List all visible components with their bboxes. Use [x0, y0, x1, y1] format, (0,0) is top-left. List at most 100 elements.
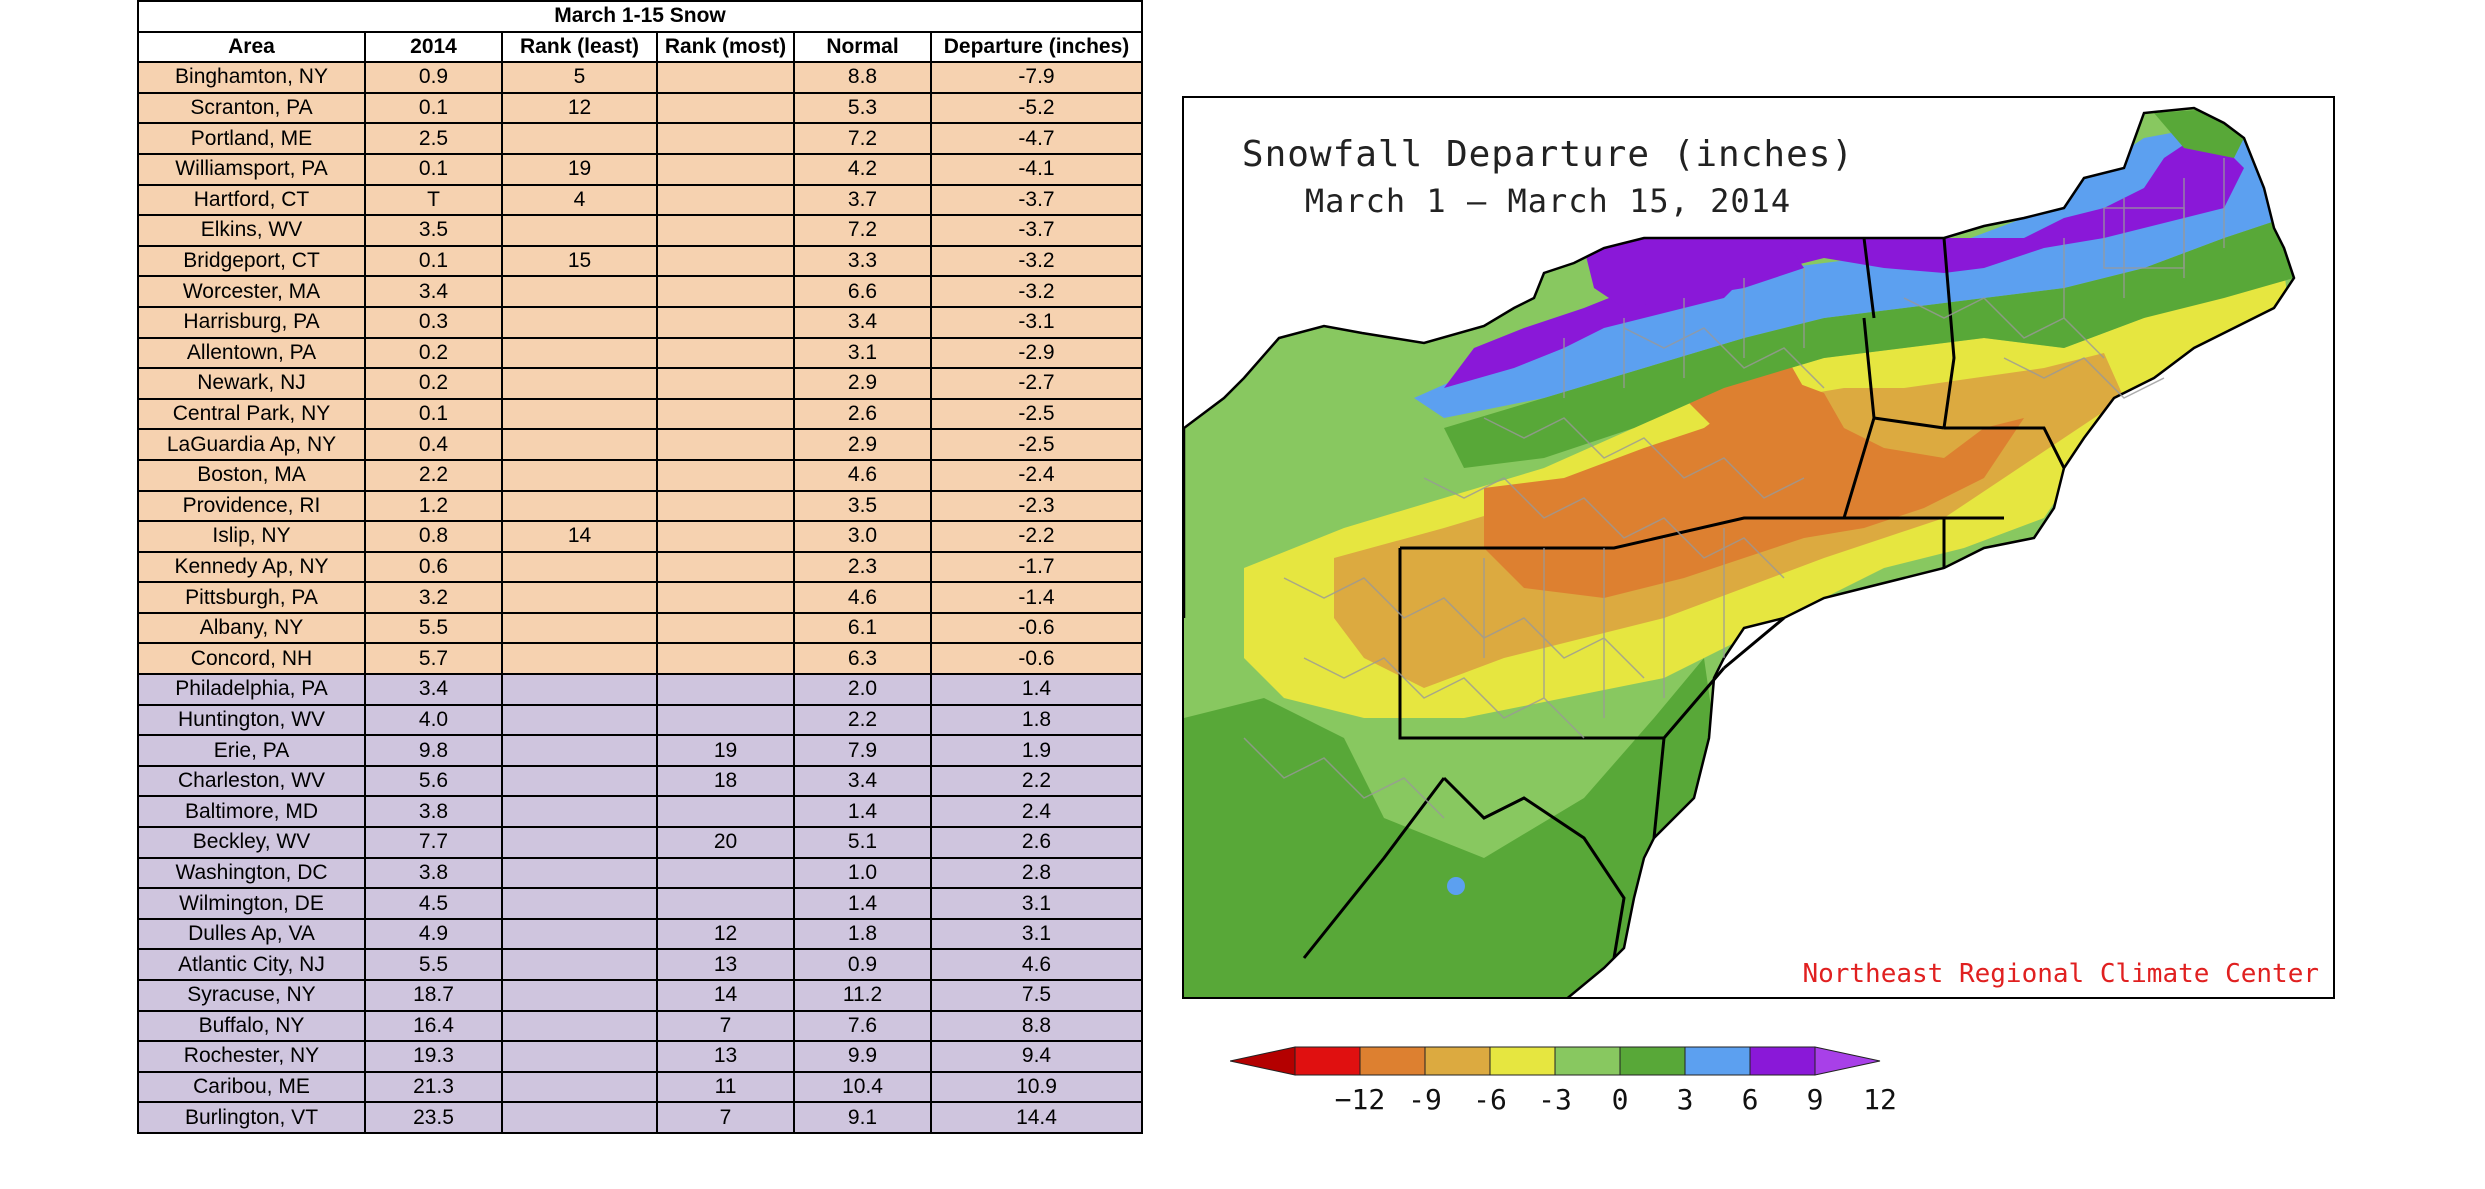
rank-least-cell — [501, 642, 658, 676]
value-2014-cell: 4.5 — [364, 887, 503, 920]
rank-least-cell — [501, 305, 658, 339]
rank-least-cell — [501, 489, 658, 523]
table-row: Syracuse, NY 18.7 14 11.2 7.5 — [137, 979, 1143, 1012]
value-2014-cell: 0.2 — [364, 336, 503, 370]
normal-cell: 3.7 — [793, 183, 932, 217]
area-cell: Portland, ME — [137, 122, 366, 155]
rank-most-cell: 14 — [656, 979, 795, 1012]
rank-least-cell — [501, 428, 658, 461]
table-row: Newark, NJ 0.2 2.9 -2.7 — [137, 367, 1143, 400]
departure-cell: -3.1 — [930, 305, 1143, 339]
map-credit: Northeast Regional Climate Center — [1802, 959, 2319, 989]
value-2014-cell: 2.2 — [364, 458, 503, 492]
rank-most-cell — [656, 795, 795, 829]
rank-least-cell — [501, 122, 658, 155]
table-row: Bridgeport, CT 0.1 15 3.3 -3.2 — [137, 244, 1143, 278]
normal-cell: 0.9 — [793, 948, 932, 981]
normal-cell: 7.9 — [793, 734, 932, 767]
rank-least-cell — [501, 703, 658, 737]
table-row: Burlington, VT 23.5 7 9.1 14.4 — [137, 1101, 1143, 1134]
area-cell: LaGuardia Ap, NY — [137, 428, 366, 461]
snowfall-table: March 1-15 Snow Area 2014 Rank (least) R… — [137, 0, 1143, 1134]
value-2014-cell: 0.1 — [364, 397, 503, 431]
normal-cell: 6.1 — [793, 611, 932, 645]
table-row: Charleston, WV 5.6 18 3.4 2.2 — [137, 764, 1143, 798]
normal-cell: 2.3 — [793, 550, 932, 584]
departure-cell: 3.1 — [930, 917, 1143, 951]
rank-most-cell: 13 — [656, 1040, 795, 1073]
area-cell: Islip, NY — [137, 520, 366, 553]
rank-least-cell — [501, 764, 658, 798]
rank-least-cell — [501, 673, 658, 706]
rank-most-cell — [656, 611, 795, 645]
departure-cell: -5.2 — [930, 91, 1143, 125]
normal-cell: 2.9 — [793, 428, 932, 461]
header-rank-most: Rank (most) — [656, 30, 795, 64]
normal-cell: 1.4 — [793, 795, 932, 829]
normal-cell: 3.1 — [793, 336, 932, 370]
rank-least-cell — [501, 581, 658, 614]
area-cell: Dulles Ap, VA — [137, 917, 366, 951]
rank-most-cell: 7 — [656, 1009, 795, 1043]
rank-least-cell — [501, 367, 658, 400]
value-2014-cell: 0.1 — [364, 152, 503, 186]
table-title: March 1-15 Snow — [137, 0, 1143, 33]
rank-most-cell — [656, 305, 795, 339]
departure-cell: -3.7 — [930, 183, 1143, 217]
rank-most-cell: 11 — [656, 1070, 795, 1104]
normal-cell: 4.2 — [793, 152, 932, 186]
value-2014-cell: T — [364, 183, 503, 217]
departure-cell: 8.8 — [930, 1009, 1143, 1043]
value-2014-cell: 16.4 — [364, 1009, 503, 1043]
normal-cell: 5.3 — [793, 91, 932, 125]
area-cell: Harrisburg, PA — [137, 305, 366, 339]
rank-most-cell — [656, 61, 795, 94]
table-row: Williamsport, PA 0.1 19 4.2 -4.1 — [137, 152, 1143, 186]
header-2014: 2014 — [364, 30, 503, 64]
departure-cell: 10.9 — [930, 1070, 1143, 1104]
header-area: Area — [137, 30, 366, 64]
rank-most-cell — [656, 673, 795, 706]
table-row: Hartford, CT T 4 3.7 -3.7 — [137, 183, 1143, 217]
area-cell: Huntington, WV — [137, 703, 366, 737]
rank-least-cell: 15 — [501, 244, 658, 278]
value-2014-cell: 23.5 — [364, 1101, 503, 1134]
departure-cell: -4.1 — [930, 152, 1143, 186]
departure-cell: -7.9 — [930, 61, 1143, 94]
normal-cell: 1.4 — [793, 887, 932, 920]
normal-cell: 3.4 — [793, 764, 932, 798]
rank-least-cell — [501, 734, 658, 767]
area-cell: Kennedy Ap, NY — [137, 550, 366, 584]
legend-swatch — [1294, 1046, 1361, 1076]
area-cell: Scranton, PA — [137, 91, 366, 125]
area-cell: Atlantic City, NJ — [137, 948, 366, 981]
area-cell: Elkins, WV — [137, 214, 366, 247]
legend-label: -6 — [1473, 1083, 1507, 1116]
header-normal: Normal — [793, 30, 932, 64]
header-rank-least: Rank (least) — [501, 30, 658, 64]
table-row: Boston, MA 2.2 4.6 -2.4 — [137, 458, 1143, 492]
value-2014-cell: 21.3 — [364, 1070, 503, 1104]
table-row: Wilmington, DE 4.5 1.4 3.1 — [137, 887, 1143, 920]
value-2014-cell: 0.4 — [364, 428, 503, 461]
table-row: Elkins, WV 3.5 7.2 -3.7 — [137, 214, 1143, 247]
legend-color-bar — [1230, 1046, 1881, 1076]
rank-most-cell — [656, 122, 795, 155]
area-cell: Central Park, NY — [137, 397, 366, 431]
value-2014-cell: 0.9 — [364, 61, 503, 94]
value-2014-cell: 7.7 — [364, 826, 503, 859]
rank-most-cell — [656, 856, 795, 890]
departure-cell: -2.7 — [930, 367, 1143, 400]
departure-cell: 2.6 — [930, 826, 1143, 859]
rank-most-cell — [656, 91, 795, 125]
area-cell: Washington, DC — [137, 856, 366, 890]
departure-cell: -3.7 — [930, 214, 1143, 247]
normal-cell: 3.3 — [793, 244, 932, 278]
area-cell: Williamsport, PA — [137, 152, 366, 186]
rank-least-cell: 5 — [501, 61, 658, 94]
normal-cell: 2.6 — [793, 397, 932, 431]
rank-most-cell — [656, 367, 795, 400]
value-2014-cell: 5.5 — [364, 948, 503, 981]
departure-cell: -3.2 — [930, 275, 1143, 308]
area-cell: Wilmington, DE — [137, 887, 366, 920]
